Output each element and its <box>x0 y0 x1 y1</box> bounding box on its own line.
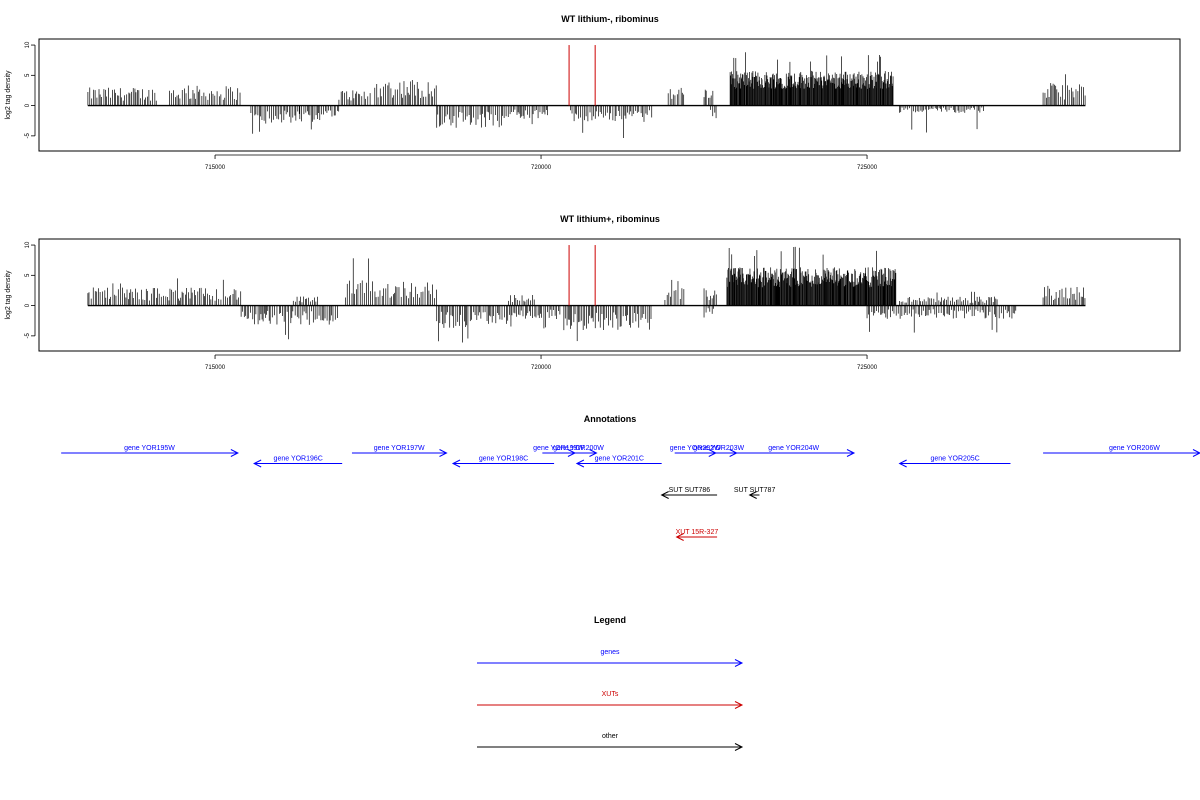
feature-label: gene YOR196C <box>274 456 323 463</box>
feature-label: gene YOR202W <box>670 445 721 452</box>
legend-label: other <box>602 733 619 740</box>
feature-label: gene YOR204W <box>768 445 819 452</box>
x-axis: 715000 720000 725000 <box>205 154 878 171</box>
plot-frame <box>38 38 1181 152</box>
marker-lines <box>568 45 596 106</box>
legend-label: XUTs <box>602 691 619 698</box>
feature-label: gene YOR201C <box>595 456 644 463</box>
feature-arrow <box>61 449 239 457</box>
y-tick-label: -5 <box>25 133 31 139</box>
feature-arrow <box>560 449 598 457</box>
x-tick-label: 720000 <box>531 165 552 171</box>
plot-frame <box>38 238 1181 352</box>
feature-label: gene YOR199W <box>533 445 584 452</box>
feature-label: SUT SUT786 <box>669 487 711 494</box>
feature-label: gene YOR206W <box>1109 445 1160 452</box>
panel-title: WT lithium+, ribominus <box>560 214 660 224</box>
feature-arrow <box>575 459 662 468</box>
feature-list: gene YOR195W gene YOR196C gene YOR197W gene… <box>61 445 1200 541</box>
track-panel-lithium-plus: WT lithium+, ribominus -5 0 5 10 715000 7200… <box>5 214 1181 371</box>
panel-title: WT lithium-, ribominus <box>561 14 659 24</box>
y-tick-label: -5 <box>25 333 31 339</box>
x-tick-label: 715000 <box>205 165 226 171</box>
density-bars <box>87 52 1086 139</box>
x-axis: 715000 720000 725000 <box>205 354 878 371</box>
annotations-title: Annotations <box>584 414 637 424</box>
feature-label: XUT 15R-327 <box>676 529 719 536</box>
legend: Legend genes XUTs other <box>477 615 744 751</box>
legend-arrow <box>477 701 744 709</box>
feature-label: gene YOR198C <box>479 456 528 463</box>
feature-arrow <box>1043 449 1200 457</box>
feature-label: gene YOR205C <box>930 456 979 463</box>
feature-label: gene YOR203W <box>693 445 744 452</box>
feature-label: gene YOR200W <box>553 445 604 452</box>
legend-arrow <box>477 659 744 667</box>
feature-label: gene YOR195W <box>124 445 175 452</box>
y-axis: -5 0 5 10 <box>25 241 36 339</box>
y-axis-label: log2 tag density <box>5 270 12 320</box>
y-tick-label: 0 <box>25 303 31 307</box>
x-tick-label: 715000 <box>205 365 226 371</box>
feature-arrow <box>451 459 555 468</box>
y-tick-label: 0 <box>25 103 31 107</box>
y-tick-label: 5 <box>25 73 31 77</box>
feature-arrow <box>748 491 760 499</box>
feature-arrow <box>733 449 856 457</box>
feature-arrow <box>253 459 343 468</box>
feature-arrow <box>660 491 718 499</box>
marker-lines <box>568 245 596 306</box>
x-tick-label: 725000 <box>857 165 878 171</box>
density-bars <box>87 246 1086 343</box>
legend-label: genes <box>600 649 620 656</box>
feature-label: SUT SUT787 <box>734 487 776 494</box>
legend-title: Legend <box>594 615 626 625</box>
track-panel-lithium-minus: WT lithium-, ribominus -5 0 5 10 715000 7200… <box>5 14 1181 171</box>
x-tick-label: 720000 <box>531 365 552 371</box>
legend-arrow <box>477 743 744 751</box>
feature-arrow <box>675 533 718 541</box>
feature-arrow <box>898 459 1011 468</box>
y-axis: -5 0 5 10 <box>25 41 36 139</box>
y-tick-label: 10 <box>25 41 31 48</box>
feature-arrow <box>351 449 448 457</box>
x-tick-label: 725000 <box>857 365 878 371</box>
legend-items: genes XUTs other <box>477 649 744 751</box>
y-axis-label: log2 tag density <box>5 70 12 120</box>
y-tick-label: 5 <box>25 273 31 277</box>
y-tick-label: 10 <box>25 241 31 248</box>
feature-label: gene YOR197W <box>374 445 425 452</box>
